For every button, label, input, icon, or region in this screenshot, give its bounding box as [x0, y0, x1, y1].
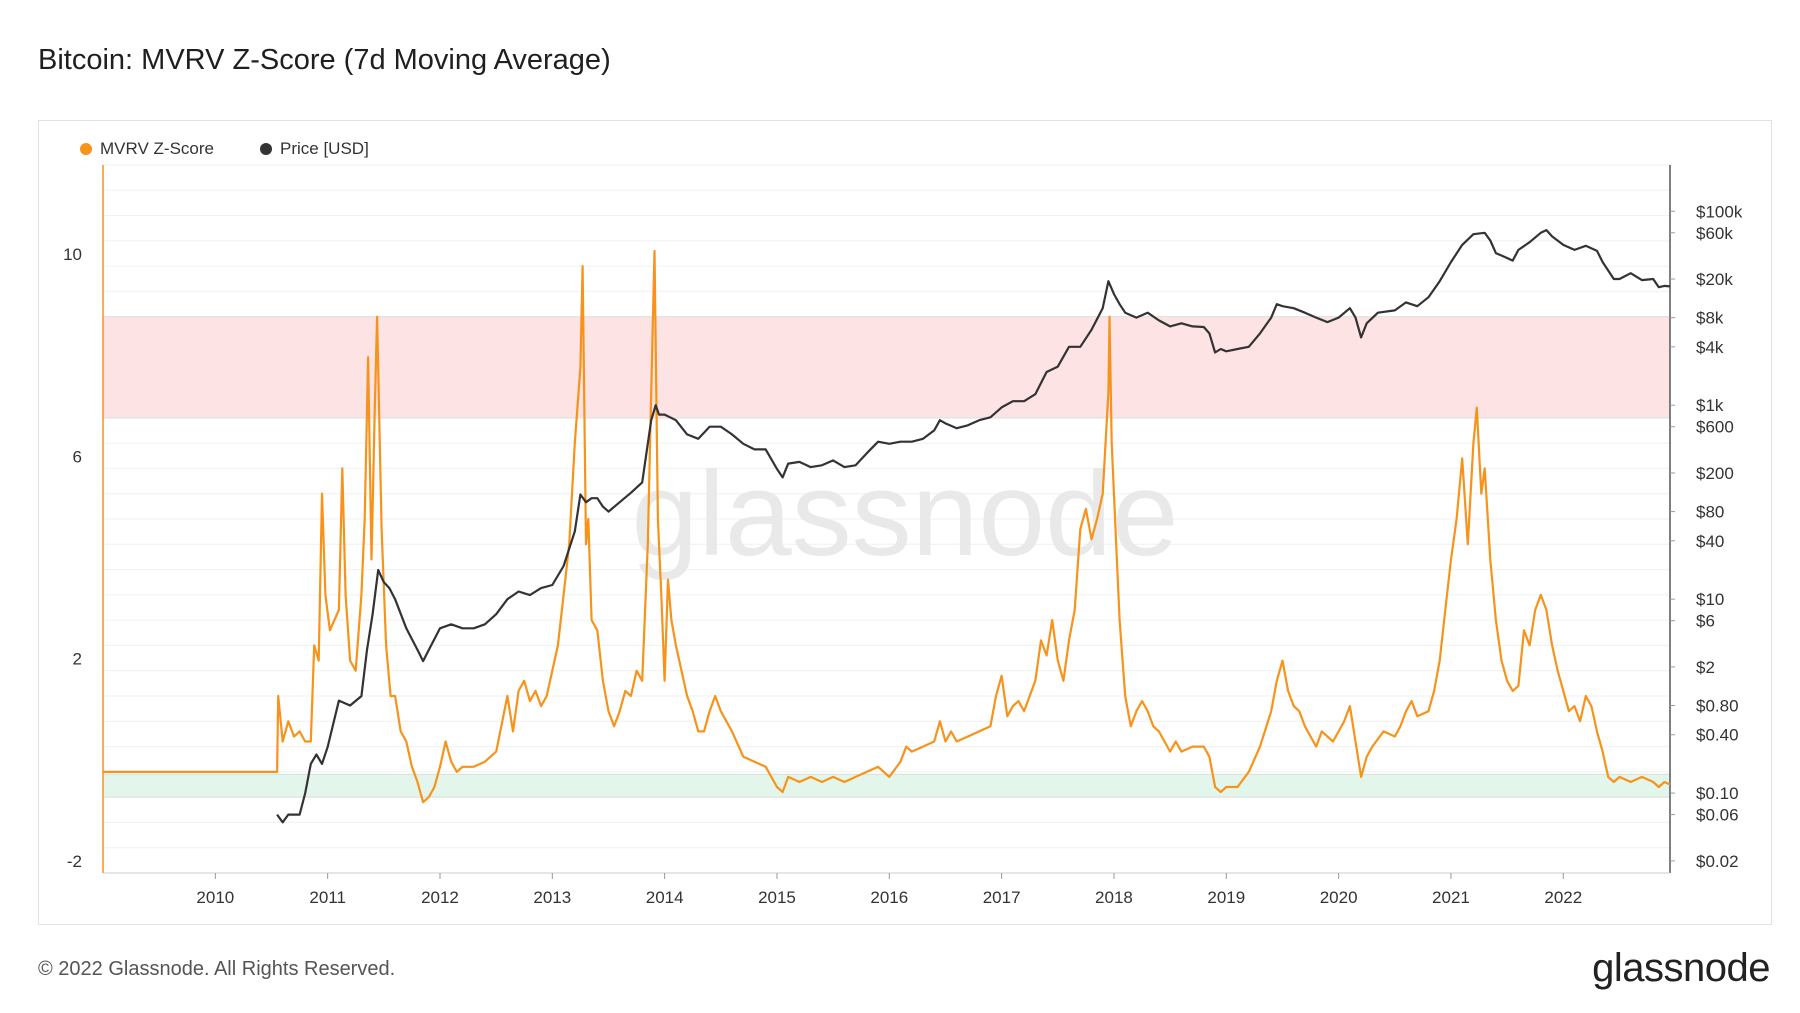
zone-bands	[103, 316, 1670, 798]
x-tick-label: 2011	[309, 888, 346, 907]
x-tick-label: 2022	[1544, 888, 1582, 907]
right-tick-label: $200	[1696, 464, 1734, 483]
mvrv-zscore-line	[103, 249, 1671, 804]
right-tick-label: $0.06	[1696, 806, 1739, 825]
watermark: glassnode	[631, 447, 1178, 581]
x-tick-label: 2014	[646, 888, 684, 907]
x-axis-ticks: 2010 2011 2012 2013 2014 2015 2016 2017 2018 2019…	[196, 873, 1582, 907]
right-tick-label: $4k	[1696, 338, 1724, 357]
right-tick-label: $6	[1696, 612, 1715, 631]
right-tick-label: $2	[1696, 658, 1715, 677]
x-tick-label: 2021	[1432, 888, 1470, 907]
right-tick-label: $600	[1696, 418, 1734, 437]
price-line	[276, 229, 1671, 824]
right-axis-ticks: $100k $60k $20k $8k $4k $1k $600 $200 $80 $40 $10 $…	[1670, 202, 1743, 871]
x-tick-label: 2019	[1207, 888, 1245, 907]
left-axis-ticks: -2 2 6 10	[63, 245, 82, 871]
x-tick-label: 2013	[533, 888, 571, 907]
x-tick-label: 2010	[196, 888, 234, 907]
legend-dot-price	[260, 143, 272, 155]
legend-label-price: Price [USD]	[280, 139, 369, 158]
x-tick-label: 2016	[870, 888, 908, 907]
right-tick-label: $1k	[1696, 396, 1724, 415]
right-tick-label: $0.80	[1696, 697, 1739, 716]
legend-item-price[interactable]: Price [USD]	[260, 139, 369, 159]
glassnode-logo[interactable]: glassnode	[1592, 946, 1770, 990]
chart-legend: MVRV Z-Score Price [USD]	[80, 139, 369, 159]
right-tick-label: $20k	[1696, 270, 1733, 289]
left-tick-label: 10	[63, 245, 82, 264]
x-tick-label: 2015	[758, 888, 796, 907]
right-tick-label: $10	[1696, 590, 1724, 609]
series-lines	[103, 229, 1671, 824]
legend-dot-mvrv	[80, 143, 92, 155]
x-tick-label: 2017	[983, 888, 1021, 907]
left-tick-label: 2	[73, 650, 82, 669]
x-tick-label: 2018	[1095, 888, 1133, 907]
right-tick-label: $8k	[1696, 309, 1724, 328]
legend-item-mvrv[interactable]: MVRV Z-Score	[80, 139, 214, 159]
band-undervalued	[103, 774, 1670, 798]
legend-label-mvrv: MVRV Z-Score	[100, 139, 214, 158]
right-tick-label: $0.02	[1696, 852, 1739, 871]
left-tick-label: -2	[67, 852, 82, 871]
right-tick-label: $0.40	[1696, 726, 1739, 745]
right-tick-label: $40	[1696, 532, 1724, 551]
x-tick-label: 2020	[1320, 888, 1358, 907]
right-tick-label: $100k	[1696, 202, 1743, 221]
copyright-text: © 2022 Glassnode. All Rights Reserved.	[38, 958, 396, 980]
x-tick-label: 2012	[421, 888, 459, 907]
right-tick-label: $0.10	[1696, 784, 1739, 803]
right-tick-label: $80	[1696, 503, 1724, 522]
left-tick-label: 6	[73, 447, 82, 466]
band-overvalued	[103, 316, 1670, 418]
page-title: Bitcoin: MVRV Z-Score (7d Moving Average…	[38, 44, 611, 76]
axes	[102, 165, 1671, 874]
right-tick-label: $60k	[1696, 224, 1733, 243]
